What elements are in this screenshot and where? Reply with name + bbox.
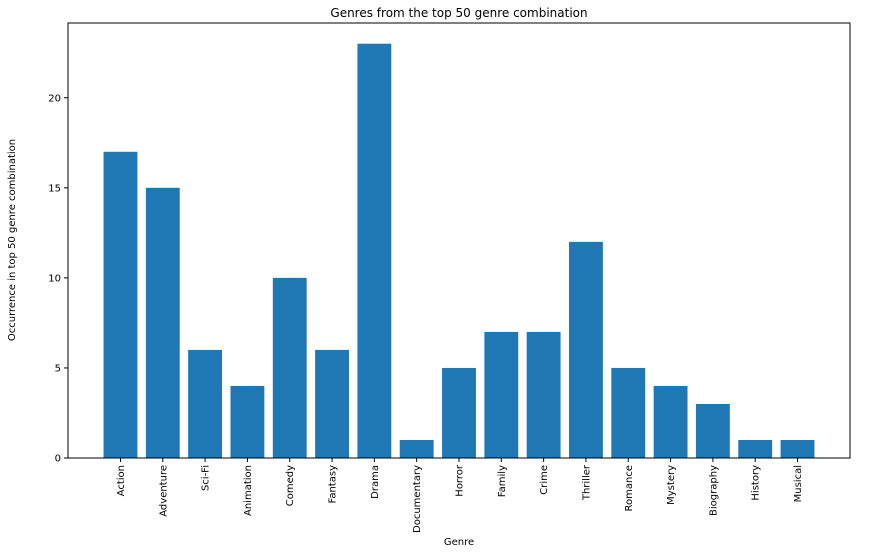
bar-horror <box>442 367 476 458</box>
x-tick-label: Adventure <box>158 465 169 517</box>
x-tick-label: Drama <box>370 465 381 499</box>
x-tick-label: Comedy <box>285 465 296 506</box>
bar-musical <box>780 439 815 458</box>
chart-title: Genres from the top 50 genre combination <box>330 6 587 20</box>
y-axis-title: Occurrence in top 50 genre combination <box>7 139 18 341</box>
y-tick-label: 15 <box>48 183 61 194</box>
x-tick-label: Romance <box>624 465 635 511</box>
x-tick-label: Mystery <box>666 465 677 505</box>
y-tick-label: 5 <box>55 363 61 374</box>
bar-history <box>738 439 773 458</box>
bar-animation <box>230 385 265 458</box>
x-tick-label: Animation <box>243 465 254 516</box>
y-axis: 0 5 10 15 20 <box>48 93 68 465</box>
bars-group <box>103 43 815 458</box>
bar-biography <box>695 403 730 458</box>
x-tick-label: Family <box>497 465 508 497</box>
bar-romance <box>611 367 646 458</box>
bar-family <box>484 331 519 458</box>
x-tick-label: Horror <box>455 464 466 497</box>
x-tick-label: History <box>751 465 762 501</box>
bar-fantasy <box>315 349 349 458</box>
y-tick-label: 10 <box>48 273 61 284</box>
x-tick-label: Fantasy <box>328 465 339 504</box>
plot-frame <box>67 22 851 459</box>
x-tick-label: Action <box>116 465 127 496</box>
bar-crime <box>526 331 561 458</box>
bar-sci-fi <box>188 349 223 458</box>
bar-adventure <box>145 187 180 458</box>
bar-mystery <box>653 385 688 458</box>
bar-action <box>103 151 138 458</box>
x-tick-label: Documentary <box>412 465 423 533</box>
x-tick-label: Thriller <box>581 464 592 501</box>
x-axis-title: Genre <box>444 537 474 548</box>
x-axis: Action Adventure Sci-Fi Animation Comedy Fant… <box>116 458 804 533</box>
y-tick-label: 0 <box>55 454 61 465</box>
y-tick-label: 20 <box>48 93 61 104</box>
x-tick-label: Crime <box>539 465 550 495</box>
bar-comedy <box>272 277 307 458</box>
bar-thriller <box>569 241 603 458</box>
x-tick-label: Musical <box>793 465 804 502</box>
bar-drama <box>357 43 392 458</box>
bar-documentary <box>399 439 434 458</box>
x-tick-label: Biography <box>708 465 719 516</box>
x-tick-label: Sci-Fi <box>201 465 212 491</box>
